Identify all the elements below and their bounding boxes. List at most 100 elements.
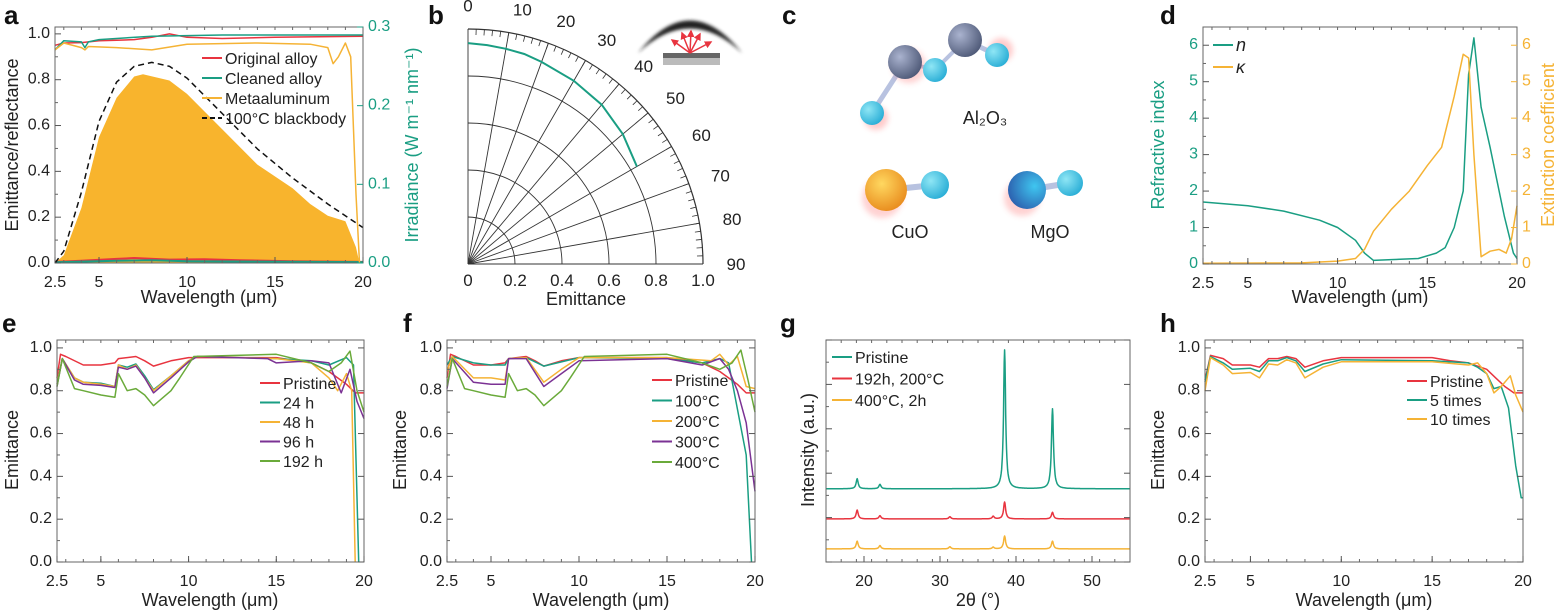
legend-label: 24 h: [283, 396, 314, 413]
angle-minor-tick: [530, 37, 534, 44]
angle-minor-tick: [677, 168, 683, 172]
x-tick-label: 5: [1246, 573, 1255, 590]
y2-tick-label: 5: [1522, 73, 1531, 90]
polar-grid-radial: [467, 60, 586, 265]
series-line-1: [54, 34, 363, 51]
chart-panel-b: 0 10 20 30 40 50 60 70 80 90 0 0.2 0.4 0.6 0.8 1.0 Emitt…: [463, 0, 745, 309]
x-tick-label: 20: [1514, 573, 1532, 590]
y-tick-label: 0.0: [420, 553, 442, 570]
oxygen-atom: [860, 101, 884, 125]
panel-label-e: e: [2, 308, 16, 338]
series-line-0: [56, 353, 364, 394]
y2-tick-label: 1: [1522, 219, 1531, 236]
angle-minor-tick: [595, 68, 600, 75]
y2-tick-label: 0.3: [368, 18, 390, 35]
x-axis-title: 2θ (°): [956, 590, 1000, 610]
legend-label: 400°C: [675, 455, 720, 472]
y-tick-label: 1.0: [30, 339, 52, 356]
x-tick-label: 20: [355, 573, 373, 590]
copper-atom: [865, 169, 907, 211]
x-tick-label: 20: [1508, 275, 1526, 292]
y-tick-label: 0.6: [420, 425, 442, 442]
y-tick-label: 0.6: [28, 117, 50, 134]
legend-label: 300°C: [675, 435, 720, 452]
x-tick-label: 5: [1243, 275, 1252, 292]
oxygen-atom: [923, 58, 947, 82]
legend: Pristine 24 h 48 h 96 h 192 h: [260, 376, 336, 471]
series-line-0: [1202, 37, 1518, 262]
angle-minor-tick: [673, 160, 680, 164]
x-tick-label: 5: [95, 274, 104, 291]
angle-minor-tick: [523, 35, 526, 42]
y-tick-label: 0.6: [1178, 425, 1200, 442]
y-tick-label: 1: [1189, 219, 1198, 236]
y-tick-label: 0.8: [1178, 382, 1200, 399]
legend: Pristine 5 times 10 times: [1407, 374, 1490, 429]
series-line-2: [56, 355, 356, 563]
angle-minor-tick: [662, 139, 668, 143]
angle-minor-tick: [499, 31, 502, 38]
angle-tick-label: 60: [692, 126, 711, 145]
oxygen-atom: [985, 43, 1009, 67]
chart-panel-a: 2.5 5 10 15 20 0.0 0.2 0.4 0.6 0.8 1.0 0.0 0.1 0.2 0.3…: [2, 18, 422, 307]
molecule-label: MgO: [1030, 222, 1069, 242]
y-axis-title: Emittance: [2, 410, 22, 490]
y2-tick-label: 0: [1522, 255, 1531, 272]
y-axis-title: Refractive index: [1148, 80, 1168, 209]
legend-label: 192h, 200°C: [855, 372, 944, 389]
series-line-2: [54, 42, 361, 264]
angle-minor-tick: [657, 132, 664, 137]
angle-minor-tick: [638, 106, 643, 111]
y-tick-label: 0.8: [28, 71, 50, 88]
y-tick-label: 0.2: [30, 510, 52, 527]
oxygen-atom: [921, 171, 949, 199]
legend-label: Cleaned alloy: [225, 71, 322, 88]
legend-label: Pristine: [855, 350, 908, 367]
polar-grid-radial: [467, 183, 689, 265]
x-axis-title: Wavelength (μm): [1296, 590, 1433, 610]
legend-label: Pristine: [1430, 374, 1483, 391]
polar-grid-arc: [467, 75, 657, 265]
chart-panel-d: 2.5 5 10 15 20 0 1 2 3 4 5 6 0 1 2 3 4 5 6 Wavelength (μm) R…: [1148, 26, 1558, 307]
y-tick-label: 0.2: [1178, 510, 1200, 527]
series-line-1: [1204, 355, 1523, 499]
angle-tick-label: 40: [634, 57, 653, 76]
angle-minor-tick: [608, 78, 613, 84]
x-axis-title: Wavelength (μm): [533, 590, 670, 610]
legend: Original alloy Cleaned alloy Metaaluminum 1…: [202, 51, 346, 128]
y-axis-title: Intensity (a.u.): [798, 393, 818, 507]
series-line-1: [825, 501, 1131, 520]
y-tick-label: 0.4: [420, 467, 442, 484]
polar-grid-arc: [467, 122, 610, 265]
angle-minor-tick: [692, 214, 698, 217]
panel-label-h: h: [1160, 308, 1176, 338]
y-tick-label: 5: [1189, 73, 1198, 90]
legend-label: Original alloy: [225, 51, 317, 68]
y-tick-label: 6: [1189, 36, 1198, 53]
legend-label: 5 times: [1430, 393, 1482, 410]
molecule-illustration: Al₂O₃ CuO MgO: [860, 23, 1083, 242]
series-line-1: [1202, 53, 1518, 265]
legend-label: n: [1236, 35, 1246, 55]
legend-label: Metaaluminum: [225, 91, 330, 108]
angle-tick-label: 30: [597, 31, 616, 50]
angle-minor-tick: [666, 146, 672, 150]
panel-label-g: g: [780, 308, 796, 338]
panel-label-c: c: [782, 0, 796, 30]
y-tick-label: 0.2: [28, 208, 50, 225]
x-tick-label: 10: [180, 573, 198, 590]
radial-tick-label: 0.6: [597, 271, 621, 290]
polar-grid-radial: [467, 112, 649, 265]
x-tick-label: 20: [855, 573, 873, 590]
angle-minor-tick: [648, 119, 654, 124]
angle-minor-tick: [694, 230, 701, 233]
angle-minor-tick: [538, 40, 541, 47]
angle-tick-label: 70: [711, 167, 730, 186]
x-axis-title: Wavelength (μm): [142, 590, 279, 610]
radial-tick-label: 1.0: [691, 271, 715, 290]
angle-minor-tick: [621, 89, 626, 94]
legend-label: 100°C: [675, 394, 720, 411]
y2-tick-label: 0.1: [368, 175, 390, 192]
y-axis-title: Emittance: [390, 410, 410, 490]
